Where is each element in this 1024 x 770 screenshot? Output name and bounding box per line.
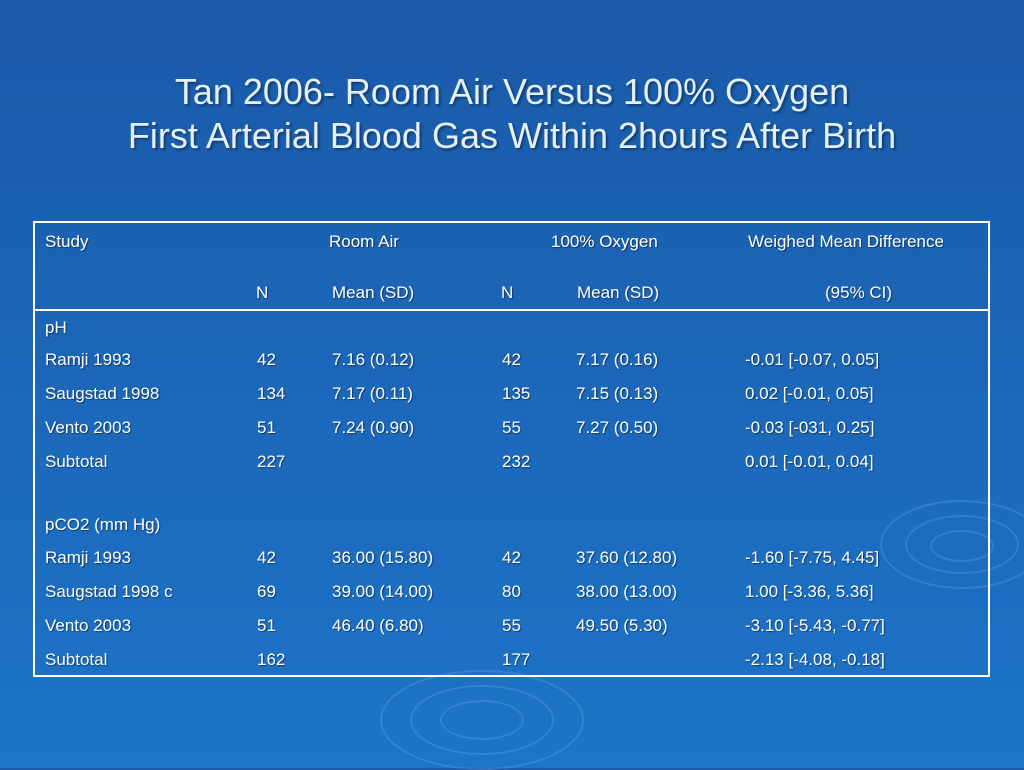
cell-n-oxygen: 135	[502, 384, 531, 403]
cell-n-oxygen: 55	[502, 616, 521, 635]
header-oxygen: 100% Oxygen	[551, 232, 658, 251]
cell-n-oxygen: 177	[502, 650, 531, 669]
header-mean-room-air: Mean (SD)	[332, 283, 415, 302]
cell-study: Saugstad 1998 c	[45, 582, 173, 601]
title-line-2: First Arterial Blood Gas Within 2hours A…	[127, 115, 897, 156]
cell-n-room-air: 69	[257, 582, 276, 601]
header-room-air: Room Air	[329, 232, 399, 251]
header-n-oxygen: N	[501, 283, 514, 302]
cell-n-room-air: 227	[257, 452, 286, 471]
cell-n-room-air: 134	[257, 384, 286, 403]
cell-mean-oxygen: 7.27 (0.50)	[576, 418, 659, 437]
cell-n-oxygen: 232	[502, 452, 531, 471]
cell-study: Saugstad 1998	[45, 384, 160, 403]
title-line-1: Tan 2006- Room Air Versus 100% Oxygen	[174, 71, 850, 112]
cell-mean-room-air: 7.24 (0.90)	[332, 418, 415, 437]
header-separator	[35, 309, 988, 311]
cell-study: Vento 2003	[45, 616, 132, 635]
cell-mean-oxygen: 7.15 (0.13)	[576, 384, 659, 403]
cell-mean-room-air: 7.17 (0.11)	[332, 384, 413, 403]
cell-wmd: -1.60 [-7.75, 4.45]	[745, 548, 880, 567]
cell-wmd: 0.01 [-0.01, 0.04]	[745, 452, 874, 471]
cell-mean-oxygen: 37.60 (12.80)	[576, 548, 678, 567]
slide-title: Tan 2006- Room Air Versus 100% Oxygen Fi…	[0, 70, 1024, 158]
cell-study: Vento 2003	[45, 418, 132, 437]
cell-wmd: -0.03 [-031, 0.25]	[745, 418, 875, 437]
cell-mean-room-air: 36.00 (15.80)	[332, 548, 434, 567]
cell-n-room-air: 51	[257, 616, 276, 635]
header-n-room-air: N	[256, 283, 269, 302]
cell-mean-room-air: 46.40 (6.80)	[332, 616, 424, 635]
cell-study: Ramji 1993	[45, 548, 131, 567]
cell-n-oxygen: 55	[502, 418, 521, 437]
cell-mean-oxygen: 7.17 (0.16)	[576, 350, 659, 369]
cell-n-room-air: 162	[257, 650, 286, 669]
cell-study: Subtotal	[45, 452, 108, 471]
cell-study: pCO2 (mm Hg)	[45, 515, 161, 534]
header-wmd: Weighed Mean Difference	[748, 232, 944, 251]
header-study: Study	[45, 232, 89, 251]
header-mean-oxygen: Mean (SD)	[577, 283, 660, 302]
cell-n-room-air: 51	[257, 418, 276, 437]
header-ci: (95% CI)	[825, 283, 893, 302]
cell-mean-room-air: 39.00 (14.00)	[332, 582, 434, 601]
cell-study: pH	[45, 318, 67, 337]
cell-mean-room-air: 7.16 (0.12)	[332, 350, 415, 369]
cell-wmd: -0.01 [-0.07, 0.05]	[745, 350, 880, 369]
cell-wmd: -2.13 [-4.08, -0.18]	[745, 650, 885, 669]
cell-study: Subtotal	[45, 650, 108, 669]
cell-n-oxygen: 42	[502, 548, 521, 567]
cell-wmd: 1.00 [-3.36, 5.36]	[745, 582, 874, 601]
data-table: Study Room Air 100% Oxygen Weighed Mean …	[33, 221, 990, 677]
cell-n-oxygen: 80	[502, 582, 521, 601]
cell-n-room-air: 42	[257, 548, 276, 567]
cell-wmd: -3.10 [-5.43, -0.77]	[745, 616, 885, 635]
cell-wmd: 0.02 [-0.01, 0.05]	[745, 384, 874, 403]
cell-n-oxygen: 42	[502, 350, 521, 369]
cell-n-room-air: 42	[257, 350, 276, 369]
cell-study: Ramji 1993	[45, 350, 131, 369]
cell-mean-oxygen: 38.00 (13.00)	[576, 582, 678, 601]
cell-mean-oxygen: 49.50 (5.30)	[576, 616, 668, 635]
